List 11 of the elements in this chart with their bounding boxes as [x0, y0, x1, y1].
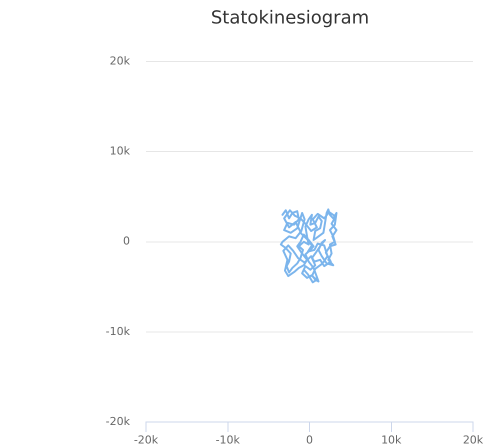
y-tick-label: 20k [110, 54, 131, 68]
y-tick-label: 0 [123, 234, 130, 248]
y-tick-label: -20k [106, 414, 131, 428]
x-tick-label: -10k [216, 433, 241, 446]
y-tick-label: -10k [106, 324, 131, 338]
chart-title: Statokinesiogram [210, 7, 370, 28]
x-tick-label: 0 [306, 433, 313, 446]
x-tick-label: -20k [134, 433, 159, 446]
x-tick-label: 20k [462, 433, 484, 446]
x-tick-label: 10k [381, 433, 402, 446]
y-tick-label: 10k [110, 144, 131, 158]
